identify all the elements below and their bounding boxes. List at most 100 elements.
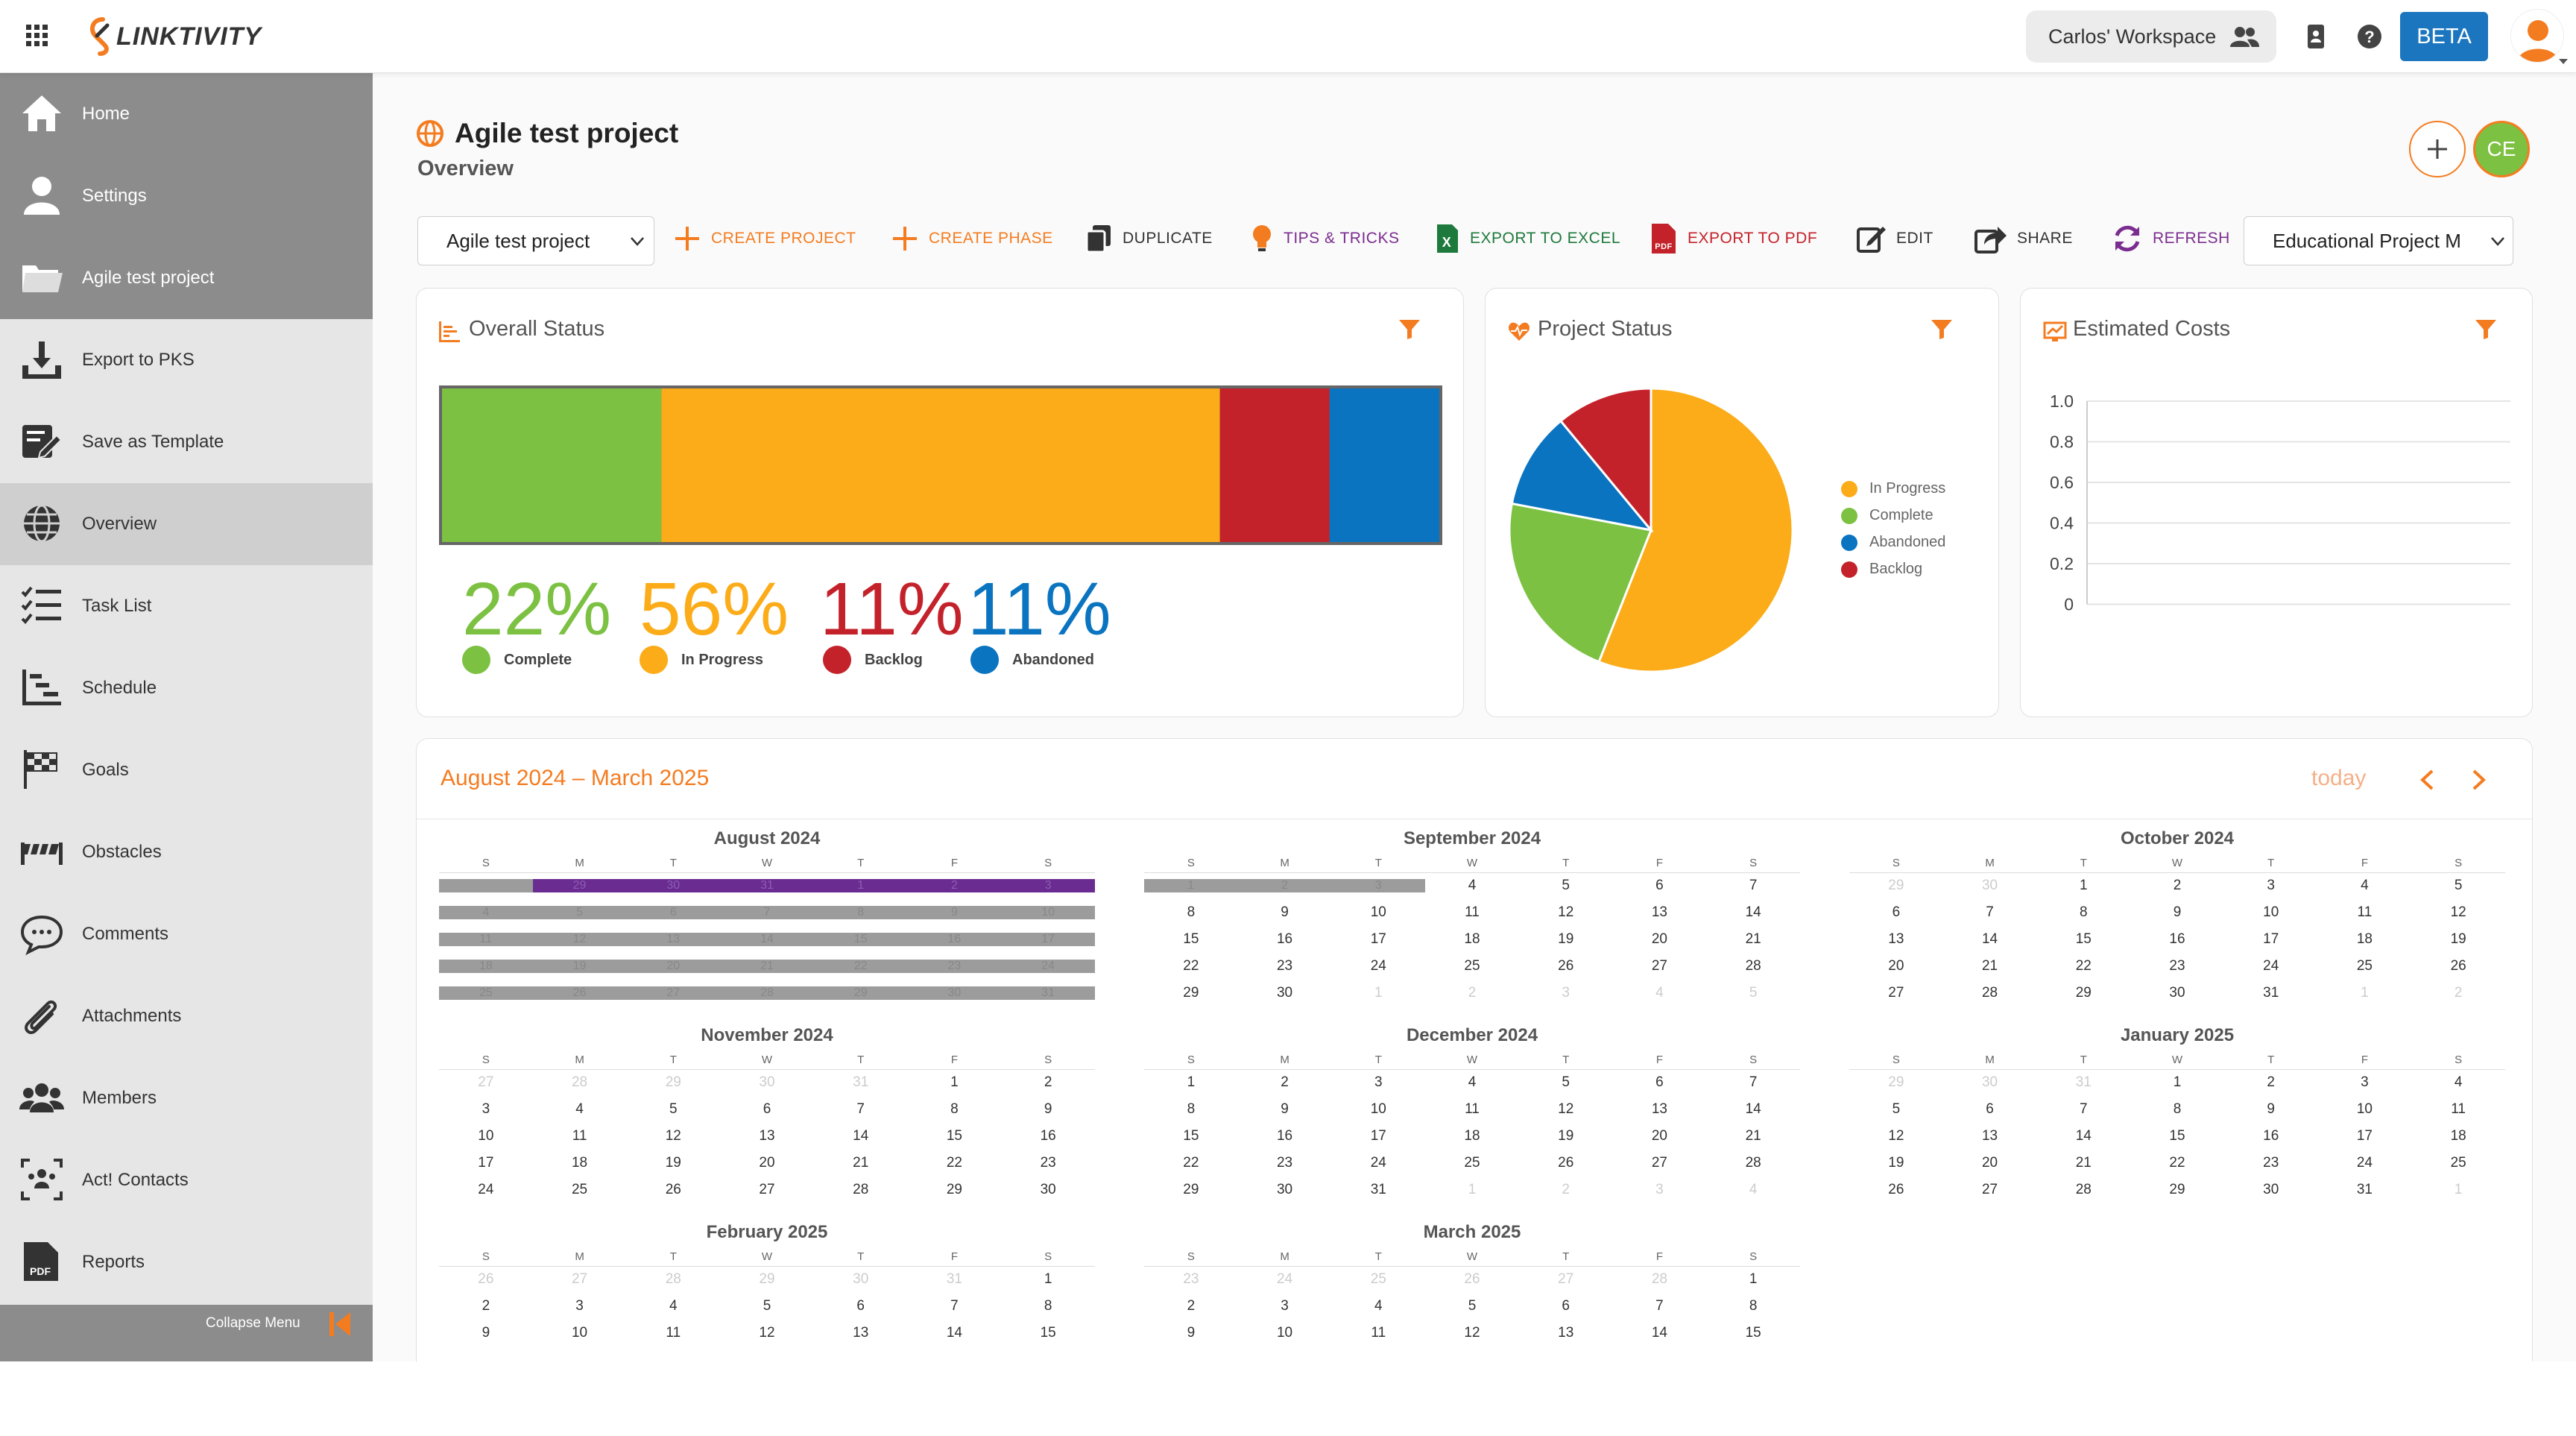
calendar-day[interactable]: 26 (1464, 1271, 1480, 1287)
calendar-day[interactable]: 23 (1040, 1155, 1056, 1171)
calendar-day[interactable]: 28 (665, 1271, 681, 1287)
calendar-day[interactable]: 8 (2079, 904, 2088, 920)
calendar-day[interactable]: 4 (1468, 878, 1477, 893)
calendar-day[interactable]: 24 (1001, 954, 1095, 980)
calendar-day[interactable]: 2 (2267, 1074, 2275, 1090)
calendar-day[interactable]: 28 (1651, 1271, 1667, 1287)
calendar-day[interactable]: 30 (1040, 1182, 1056, 1197)
calendar-day[interactable]: 1 (2079, 878, 2088, 893)
calendar-day[interactable]: 14 (2075, 1128, 2092, 1144)
calendar-day[interactable]: 3 (1374, 1074, 1383, 1090)
calendar-day[interactable]: 30 (853, 1271, 869, 1287)
calendar-day[interactable]: 15 (2169, 1128, 2185, 1144)
calendar-day[interactable]: 17 (478, 1155, 494, 1171)
calendar-day[interactable]: 28 (853, 1182, 869, 1197)
calendar-day[interactable]: 13 (853, 1325, 869, 1341)
sidebar-item-obstacles[interactable]: Obstacles (0, 811, 373, 893)
calendar-day[interactable]: 19 (1558, 1128, 1574, 1144)
calendar-day[interactable]: 30 (2263, 1182, 2279, 1197)
calendar-day[interactable]: 12 (1558, 1101, 1574, 1117)
calendar-day[interactable]: 2 (1044, 1074, 1052, 1090)
calendar-day[interactable]: 20 (1981, 1155, 1998, 1171)
calendar-day[interactable]: 13 (1888, 931, 1904, 947)
calendar-day[interactable]: 15 (2075, 931, 2092, 947)
apps-grid-icon[interactable] (25, 24, 49, 48)
prev-arrow-icon[interactable] (2419, 769, 2435, 791)
calendar-day[interactable]: 17 (1370, 931, 1386, 947)
calendar-day[interactable]: 8 (1187, 904, 1196, 920)
calendar-day[interactable]: 30 (626, 873, 721, 900)
calendar-day[interactable]: 21 (720, 954, 814, 980)
calendar-day[interactable]: 15 (946, 1128, 962, 1144)
calendar-day[interactable]: 26 (2450, 958, 2466, 974)
calendar-day[interactable]: 31 (946, 1271, 962, 1287)
member-avatar[interactable]: CE (2473, 121, 2530, 177)
calendar-day[interactable]: 8 (1187, 1101, 1196, 1117)
calendar-day[interactable]: 4 (2361, 878, 2369, 893)
calendar-day[interactable]: 16 (1276, 931, 1293, 947)
calendar-day[interactable]: 17 (2263, 931, 2279, 947)
calendar-day[interactable]: 4 (2454, 1074, 2463, 1090)
calendar-day[interactable]: 20 (1888, 958, 1904, 974)
calendar-day[interactable]: 22 (946, 1155, 962, 1171)
calendar-day[interactable]: 29 (1183, 1182, 1199, 1197)
calendar-day[interactable]: 29 (759, 1271, 775, 1287)
sidebar-item-save-template[interactable]: Save as Template (0, 401, 373, 483)
calendar-day[interactable]: 24 (1370, 1155, 1386, 1171)
calendar-day[interactable]: 13 (1651, 1101, 1667, 1117)
calendar-day[interactable]: 29 (1183, 985, 1199, 1001)
calendar-day[interactable]: 4 (1374, 1298, 1383, 1314)
calendar-day[interactable]: 19 (665, 1155, 681, 1171)
calendar-day[interactable]: 5 (2454, 878, 2463, 893)
calendar-day[interactable]: 29 (665, 1074, 681, 1090)
calendar-day[interactable]: 27 (1651, 1155, 1667, 1171)
calendar-day[interactable]: 27 (478, 1074, 494, 1090)
calendar-day[interactable]: 14 (1651, 1325, 1667, 1341)
calendar-day[interactable]: 22 (2169, 1155, 2185, 1171)
contacts-book-icon[interactable] (2306, 24, 2326, 49)
calendar-day[interactable]: 30 (1276, 1182, 1293, 1197)
calendar-day[interactable]: 26 (1558, 1155, 1574, 1171)
calendar-day[interactable]: 28 (1745, 958, 1761, 974)
calendar-day[interactable]: 14 (720, 927, 814, 954)
calendar-day[interactable]: 17 (2356, 1128, 2373, 1144)
calendar-day[interactable]: 18 (439, 954, 533, 980)
calendar-day[interactable]: 26 (478, 1271, 494, 1287)
calendar-day[interactable]: 23 (1276, 958, 1293, 974)
calendar-day[interactable]: 31 (1370, 1182, 1386, 1197)
calendar-day[interactable]: 5 (763, 1298, 771, 1314)
calendar-day[interactable]: 11 (1371, 1325, 1386, 1341)
calendar-day[interactable]: 21 (853, 1155, 869, 1171)
edit-button[interactable]: EDIT (1856, 224, 1933, 253)
calendar-day[interactable]: 13 (1651, 904, 1667, 920)
calendar-day[interactable]: 24 (2263, 958, 2279, 974)
calendar-day[interactable]: 8 (813, 900, 908, 927)
refresh-button[interactable]: REFRESH (2112, 224, 2230, 253)
template-select[interactable]: Educational Project M (2244, 216, 2513, 265)
calendar-day[interactable]: 7 (856, 1101, 865, 1117)
calendar-day[interactable]: 7 (720, 900, 814, 927)
calendar-day[interactable]: 16 (1040, 1128, 1056, 1144)
calendar-day[interactable]: 31 (2263, 985, 2279, 1001)
calendar-day[interactable]: 15 (1183, 931, 1199, 947)
calendar-day[interactable]: 2 (2173, 878, 2182, 893)
calendar-day[interactable]: 19 (1888, 1155, 1904, 1171)
calendar-day[interactable]: 26 (1558, 958, 1574, 974)
calendar-day[interactable]: 17 (1001, 927, 1095, 954)
calendar-day[interactable]: 5 (1562, 878, 1570, 893)
calendar-day[interactable]: 11 (1465, 904, 1480, 920)
calendar-day[interactable]: 10 (478, 1128, 494, 1144)
calendar-day[interactable]: 11 (1465, 1101, 1480, 1117)
calendar-day[interactable]: 2 (1281, 1074, 1289, 1090)
calendar-day[interactable]: 25 (439, 980, 533, 1007)
calendar-day[interactable]: 5 (669, 1101, 678, 1117)
calendar-day[interactable]: 7 (1655, 1298, 1664, 1314)
calendar-day[interactable]: 20 (1651, 931, 1667, 947)
sidebar-item-attachments[interactable]: Attachments (0, 975, 373, 1057)
calendar-day[interactable]: 1 (1144, 873, 1238, 900)
today-button[interactable]: today (2311, 766, 2367, 790)
calendar-day[interactable]: 1 (2173, 1074, 2182, 1090)
calendar-day[interactable]: 25 (1370, 1271, 1386, 1287)
calendar-day[interactable]: 2 (1187, 1298, 1196, 1314)
user-avatar[interactable] (2510, 9, 2564, 63)
